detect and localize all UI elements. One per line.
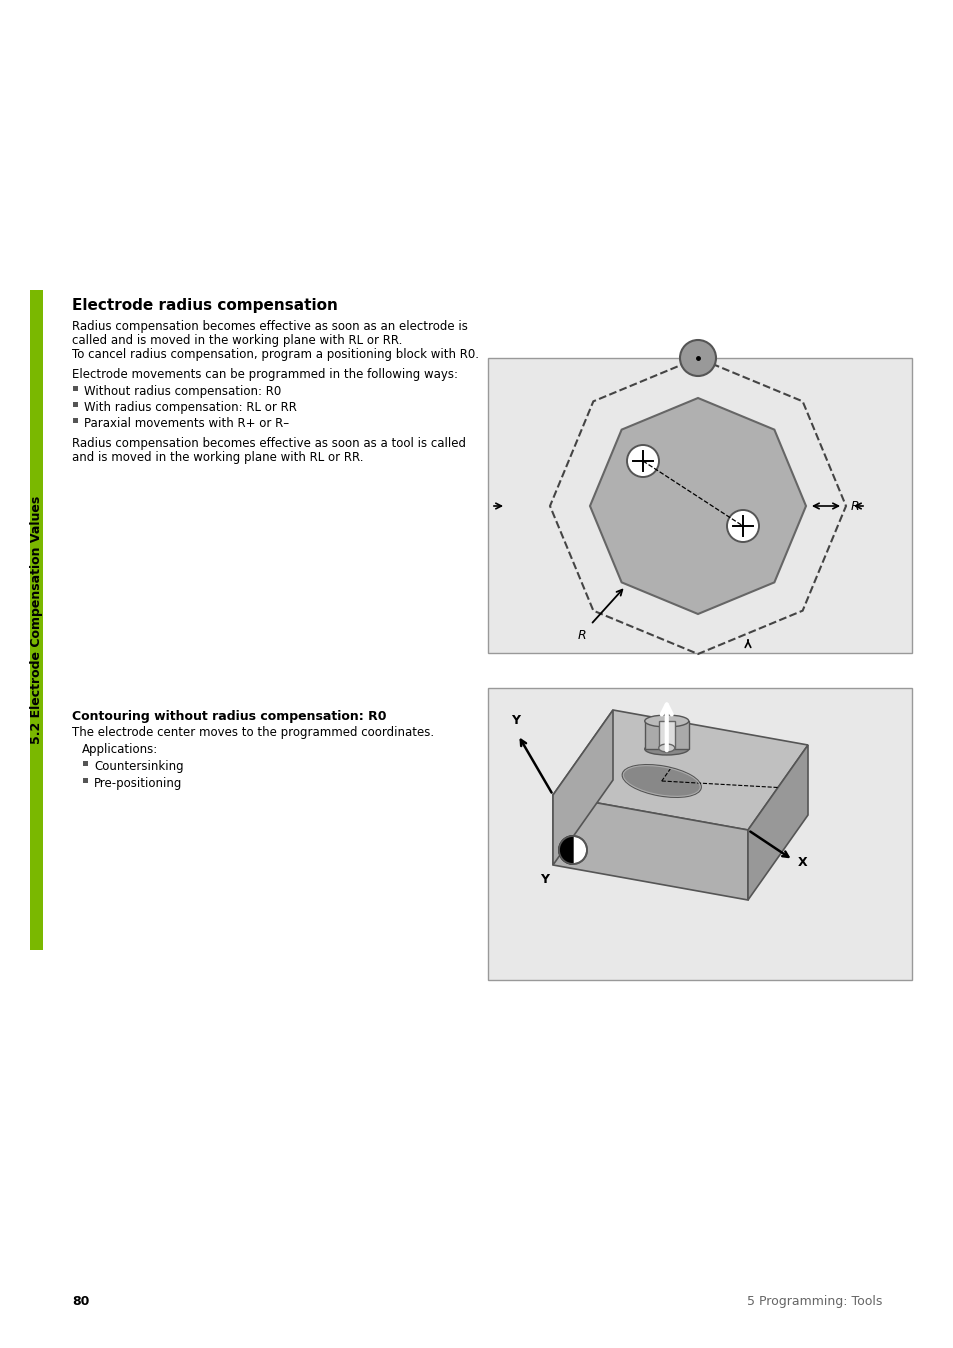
Text: 5.2 Electrode Compensation Values: 5.2 Electrode Compensation Values xyxy=(30,496,43,744)
Bar xyxy=(83,762,88,766)
Bar xyxy=(73,402,78,407)
Polygon shape xyxy=(553,710,613,865)
Text: Y: Y xyxy=(511,714,520,727)
Text: 80: 80 xyxy=(71,1295,90,1308)
Polygon shape xyxy=(558,836,573,864)
Bar xyxy=(659,721,674,748)
Text: Radius compensation becomes effective as soon as an electrode is: Radius compensation becomes effective as… xyxy=(71,319,467,333)
Ellipse shape xyxy=(659,744,674,752)
Text: X: X xyxy=(797,856,807,869)
Circle shape xyxy=(558,836,586,864)
Ellipse shape xyxy=(644,743,688,755)
Bar xyxy=(488,687,911,980)
Text: With radius compensation: RL or RR: With radius compensation: RL or RR xyxy=(84,400,296,414)
Text: and is moved in the working plane with RL or RR.: and is moved in the working plane with R… xyxy=(71,452,363,464)
Bar xyxy=(644,721,688,749)
Text: Electrode radius compensation: Electrode radius compensation xyxy=(71,298,337,313)
Polygon shape xyxy=(553,795,747,900)
Text: Applications:: Applications: xyxy=(82,743,158,756)
Text: R: R xyxy=(578,628,586,642)
Text: 5 Programming: Tools: 5 Programming: Tools xyxy=(746,1295,882,1308)
Text: Contouring without radius compensation: R0: Contouring without radius compensation: … xyxy=(71,710,386,723)
Polygon shape xyxy=(553,710,807,830)
Text: To cancel radius compensation, program a positioning block with R0.: To cancel radius compensation, program a… xyxy=(71,348,478,361)
Circle shape xyxy=(679,340,716,376)
Text: The electrode center moves to the programmed coordinates.: The electrode center moves to the progra… xyxy=(71,727,434,739)
Bar xyxy=(83,778,88,783)
Text: Electrode movements can be programmed in the following ways:: Electrode movements can be programmed in… xyxy=(71,368,457,381)
Bar xyxy=(30,290,43,950)
Polygon shape xyxy=(589,398,805,613)
Text: Radius compensation becomes effective as soon as a tool is called: Radius compensation becomes effective as… xyxy=(71,437,465,450)
Text: Y: Y xyxy=(540,874,549,886)
Bar xyxy=(73,386,78,391)
Ellipse shape xyxy=(644,714,688,727)
Text: Countersinking: Countersinking xyxy=(94,760,183,772)
Text: R: R xyxy=(850,500,859,512)
Ellipse shape xyxy=(621,764,700,797)
Text: Paraxial movements with R+ or R–: Paraxial movements with R+ or R– xyxy=(84,417,289,430)
Bar xyxy=(73,418,78,423)
Circle shape xyxy=(626,445,659,477)
Polygon shape xyxy=(747,745,807,900)
Circle shape xyxy=(726,510,759,542)
Text: Without radius compensation: R0: Without radius compensation: R0 xyxy=(84,386,281,398)
Text: Pre-positioning: Pre-positioning xyxy=(94,776,182,790)
Text: called and is moved in the working plane with RL or RR.: called and is moved in the working plane… xyxy=(71,334,402,346)
Bar xyxy=(488,359,911,652)
